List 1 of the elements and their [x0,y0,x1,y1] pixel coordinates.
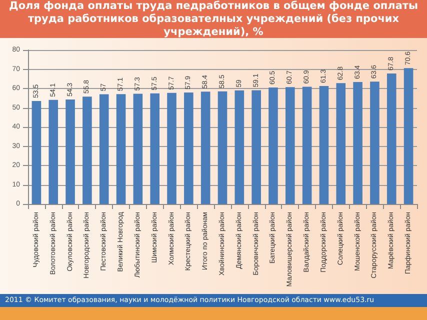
chart-title: Доля фонда оплаты труда педработников в общем фонде оплаты труда работников образователных учреждений (без прочих учреждений), % [0,0,427,38]
